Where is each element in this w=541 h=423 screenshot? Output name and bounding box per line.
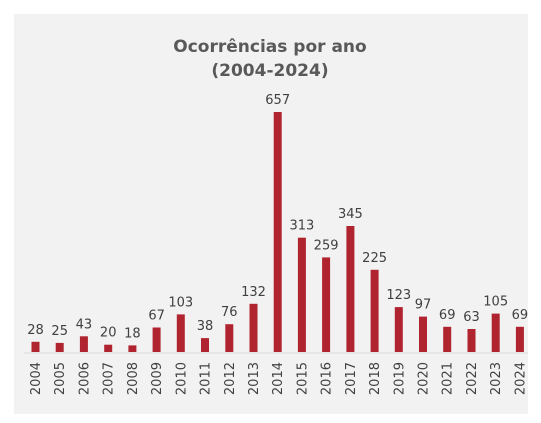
- x-tick-2011: 2011: [199, 362, 214, 395]
- data-label-2010: 103: [168, 295, 193, 310]
- x-tick-2022: 2022: [465, 362, 480, 395]
- data-label-2006: 43: [76, 317, 93, 332]
- x-tick-2023: 2023: [489, 362, 504, 395]
- x-tick-2014: 2014: [271, 362, 286, 395]
- bar-2007: [104, 344, 113, 352]
- bar-2013: [249, 303, 258, 352]
- bar-2012: [225, 324, 234, 352]
- data-label-2022: 63: [463, 310, 480, 325]
- bar-2010: [176, 314, 185, 352]
- bar-2017: [346, 226, 355, 352]
- data-label-2021: 69: [439, 308, 456, 323]
- data-label-2007: 20: [100, 326, 117, 341]
- bar-2011: [201, 338, 209, 352]
- data-label-2020: 97: [415, 298, 432, 313]
- bar-2024: [515, 326, 524, 352]
- chart-panel: [14, 14, 528, 414]
- data-label-2009: 67: [148, 309, 165, 324]
- x-tick-2019: 2019: [392, 362, 407, 395]
- x-tick-2013: 2013: [247, 362, 262, 395]
- bar-2021: [443, 326, 452, 352]
- chart-title: Ocorrências por ano: [173, 37, 366, 57]
- x-tick-2024: 2024: [513, 362, 528, 395]
- bar-2023: [491, 313, 500, 352]
- data-label-2004: 28: [27, 323, 44, 338]
- data-label-2013: 132: [241, 285, 266, 300]
- x-tick-2008: 2008: [126, 362, 141, 395]
- data-label-2015: 313: [289, 219, 314, 234]
- data-label-2017: 345: [338, 207, 363, 222]
- bar-2004: [31, 341, 40, 352]
- data-label-2018: 225: [362, 251, 387, 266]
- x-tick-2006: 2006: [77, 362, 92, 395]
- bar-2005: [55, 342, 64, 352]
- x-tick-2018: 2018: [368, 362, 383, 395]
- bar-2016: [322, 257, 331, 352]
- bar-2014: [273, 112, 282, 352]
- x-tick-2016: 2016: [320, 362, 335, 395]
- data-label-2011: 38: [197, 319, 214, 334]
- bar-2019: [394, 307, 403, 352]
- x-tick-2009: 2009: [150, 362, 165, 395]
- bar-2006: [79, 336, 88, 352]
- x-tick-2015: 2015: [295, 362, 310, 395]
- data-label-2008: 18: [124, 326, 141, 341]
- x-tick-2020: 2020: [417, 362, 432, 395]
- tick-labels-group: 2004 2005 2006 2007 2008 2009 2010 2011 2012 2013…: [29, 362, 528, 395]
- bar-2018: [370, 269, 379, 352]
- data-label-2014: 657: [265, 93, 290, 108]
- x-tick-2005: 2005: [53, 362, 68, 395]
- data-label-2016: 259: [314, 238, 339, 253]
- data-label-2005: 25: [51, 324, 68, 339]
- data-label-2012: 76: [221, 305, 238, 320]
- data-label-2024: 69: [512, 308, 529, 323]
- bar-2020: [419, 316, 427, 352]
- x-tick-2010: 2010: [174, 362, 189, 395]
- x-tick-2004: 2004: [29, 362, 44, 395]
- data-label-2019: 123: [386, 288, 411, 303]
- bar-2015: [297, 237, 306, 352]
- data-label-2023: 105: [483, 295, 508, 310]
- x-tick-2007: 2007: [102, 362, 117, 395]
- chart-subtitle: (2004-2024): [211, 61, 328, 81]
- bar-2008: [128, 345, 137, 352]
- x-tick-2017: 2017: [344, 362, 359, 395]
- x-tick-2012: 2012: [223, 362, 238, 395]
- bars-group: [31, 112, 524, 352]
- bar-2009: [152, 327, 161, 352]
- x-tick-2021: 2021: [441, 362, 456, 395]
- bar-2022: [467, 329, 476, 352]
